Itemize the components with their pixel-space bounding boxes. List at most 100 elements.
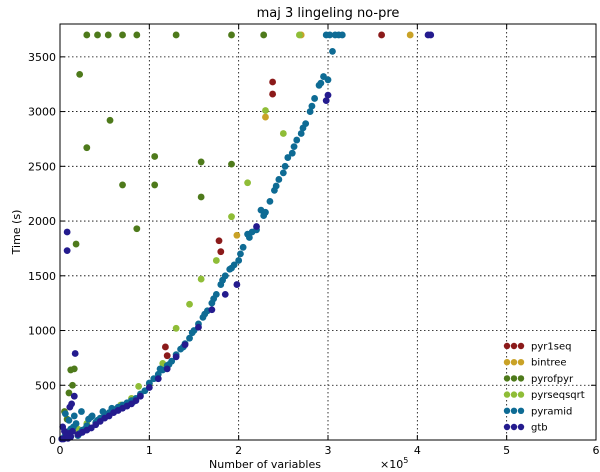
x-axis-label: Number of variables bbox=[209, 458, 321, 471]
data-point bbox=[233, 281, 241, 288]
y-tick-label: 1000 bbox=[28, 325, 56, 338]
data-point bbox=[235, 257, 243, 264]
data-point bbox=[197, 158, 205, 166]
data-point bbox=[76, 70, 84, 78]
data-point bbox=[61, 410, 69, 418]
legend-marker bbox=[517, 423, 525, 431]
data-point bbox=[151, 181, 159, 189]
y-axis-label: Time (s) bbox=[10, 210, 23, 256]
data-point bbox=[69, 427, 76, 435]
data-point bbox=[311, 95, 318, 102]
data-point bbox=[253, 223, 260, 230]
data-point bbox=[221, 291, 229, 298]
data-point bbox=[233, 231, 241, 239]
data-point bbox=[119, 31, 126, 39]
x-tick-label: 3 bbox=[325, 444, 332, 457]
x-tick-label: 1 bbox=[146, 444, 153, 457]
y-tick-label: 1500 bbox=[28, 270, 56, 283]
data-point bbox=[72, 240, 80, 248]
data-point bbox=[70, 365, 78, 373]
data-point bbox=[163, 365, 171, 373]
data-point bbox=[65, 389, 73, 397]
data-point bbox=[181, 341, 189, 349]
legend-label: gtb bbox=[531, 423, 548, 434]
data-point bbox=[219, 276, 226, 284]
legend-marker bbox=[510, 359, 518, 366]
y-tick-label: 500 bbox=[35, 379, 56, 392]
data-point bbox=[172, 31, 180, 39]
data-point bbox=[266, 197, 274, 205]
legend-marker bbox=[503, 359, 511, 366]
data-point bbox=[69, 381, 76, 389]
x-tick-label: 2 bbox=[235, 444, 242, 457]
data-point bbox=[64, 434, 72, 442]
data-point bbox=[70, 412, 78, 420]
data-point bbox=[188, 329, 196, 337]
data-point bbox=[201, 310, 209, 318]
x-multiplier-exponent: 5 bbox=[403, 456, 408, 465]
y-tick-label: 0 bbox=[49, 434, 56, 447]
data-point bbox=[83, 31, 91, 39]
data-point bbox=[326, 31, 334, 39]
y-tick-label: 2500 bbox=[28, 160, 56, 173]
data-point bbox=[71, 350, 79, 357]
legend-item-pyrseqsqrt: pyrseqsqrt bbox=[503, 390, 585, 401]
data-point bbox=[154, 375, 162, 383]
legend-marker bbox=[510, 407, 518, 414]
legend-marker bbox=[510, 391, 518, 398]
data-point bbox=[288, 149, 296, 157]
data-point bbox=[228, 213, 235, 221]
data-point bbox=[78, 408, 85, 415]
data-point bbox=[299, 124, 307, 132]
data-point bbox=[197, 193, 205, 201]
y-tick-label: 3500 bbox=[28, 51, 56, 64]
data-point bbox=[163, 352, 171, 360]
data-point bbox=[228, 31, 235, 39]
legend: pyr1seq bintree pyrofpyr pyrseqsqrt pyramid g… bbox=[503, 342, 585, 434]
legend-label: bintree bbox=[531, 358, 567, 369]
legend-marker bbox=[517, 359, 525, 366]
legend-marker bbox=[517, 375, 525, 382]
y-tick-label: 3000 bbox=[28, 106, 56, 119]
data-point bbox=[272, 182, 280, 190]
data-point bbox=[106, 116, 114, 124]
data-point bbox=[215, 237, 223, 245]
data-point bbox=[279, 169, 287, 177]
legend-item-pyramid: pyramid bbox=[503, 406, 572, 417]
x-tick-label: 6 bbox=[593, 444, 600, 457]
data-point bbox=[324, 91, 332, 99]
data-point bbox=[306, 108, 314, 115]
data-point bbox=[279, 130, 287, 137]
data-point bbox=[317, 79, 325, 87]
data-point bbox=[197, 275, 205, 283]
data-point bbox=[228, 264, 235, 272]
legend-item-pyrofpyr: pyrofpyr bbox=[503, 374, 574, 385]
data-point bbox=[228, 160, 235, 168]
data-point bbox=[162, 343, 169, 351]
legend-label: pyramid bbox=[531, 406, 572, 417]
legend-label: pyrseqsqrt bbox=[531, 390, 585, 401]
legend-marker bbox=[517, 342, 525, 350]
legend-label: pyrofpyr bbox=[531, 374, 574, 385]
data-point bbox=[94, 31, 101, 39]
data-point bbox=[290, 143, 298, 151]
data-point bbox=[68, 400, 76, 408]
data-point bbox=[145, 384, 153, 391]
data-point bbox=[133, 225, 141, 233]
x-axis-multiplier: ×105 bbox=[380, 456, 408, 471]
data-point bbox=[137, 392, 144, 400]
data-points bbox=[58, 31, 435, 443]
axis-ticks: 0 1 2 3 4 5 6 0 500 1000 1500 2000 2500 3000 3500 bbox=[28, 24, 600, 457]
data-point bbox=[172, 353, 180, 361]
legend-marker bbox=[503, 423, 511, 431]
data-point bbox=[172, 324, 180, 332]
data-point bbox=[151, 153, 159, 160]
grid bbox=[60, 24, 596, 440]
data-point bbox=[308, 102, 316, 110]
data-point bbox=[195, 323, 202, 331]
data-point bbox=[260, 31, 268, 39]
data-point bbox=[186, 300, 193, 308]
legend-marker bbox=[503, 375, 511, 382]
data-point bbox=[245, 234, 253, 241]
